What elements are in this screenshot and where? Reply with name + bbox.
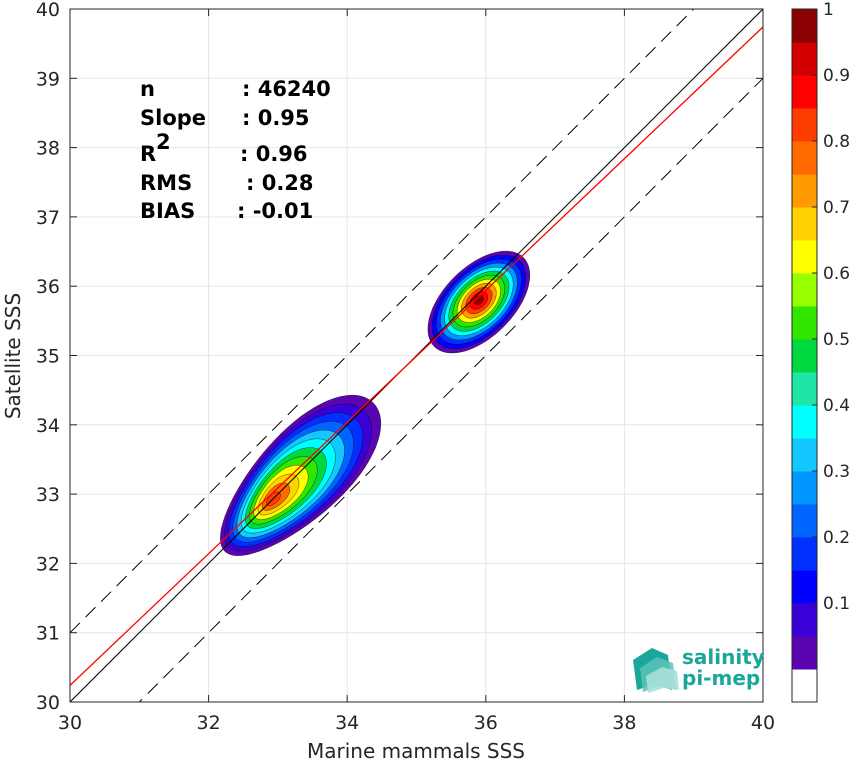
logo-line2: pi-mep [682,666,760,690]
reference-lines [70,9,763,702]
colorbar-segment [792,339,817,373]
colorbar-segment [792,504,817,538]
colorbar-tick-labels: 0.1 0.2 0.3 0.4 0.5 0.6 0.7 0.8 0.9 1 [823,0,850,614]
colorbar-tick-label: 0.8 [823,132,850,152]
y-tick-label: 35 [36,346,60,368]
stat-value: : -0.01 [237,199,313,223]
stat-label: n [140,77,155,101]
colorbar-tick-label: 0.4 [823,396,850,416]
stat-value: : 0.95 [242,106,310,130]
y-tick-label: 36 [36,276,60,298]
colorbar-segment [792,9,817,43]
stat-label: BIAS [140,199,195,223]
x-tick-label: 38 [612,712,636,734]
stat-superscript: 2 [156,130,171,154]
y-tick-label: 38 [36,138,60,160]
colorbar-segment [792,108,817,142]
colorbar-segment [792,537,817,571]
y-tick-label: 40 [36,0,60,21]
y-tick-label: 31 [36,623,60,645]
colorbar-segment [792,240,817,274]
y-axis-label: Satellite SSS [1,293,25,419]
colorbar-segment [792,669,817,703]
colorbar-segment [792,273,817,307]
colorbar-segment [792,471,817,505]
density-contours [220,250,531,556]
stat-label: RMS [140,171,192,195]
offset-dashed-line [70,9,695,634]
salinity-pimep-logo: salinity pi-mep [633,645,765,693]
y-tick-label: 37 [36,207,60,229]
colorbar-segment [792,174,817,208]
y-tick-label: 34 [36,415,60,437]
colorbar-frame [791,8,818,703]
density-contour [474,295,484,306]
x-tick-label: 36 [474,712,498,734]
x-tick-label: 32 [197,712,221,734]
colorbar-segment [792,306,817,340]
logo-line1: salinity [682,645,765,669]
x-axis-label: Marine mammals SSS [307,739,525,763]
colorbar-tick-label: 0.1 [823,594,850,614]
logo-waves-icon [633,648,679,693]
fit-line [70,26,763,686]
y-tick-label: 32 [36,553,60,575]
colorbar-segment [792,207,817,241]
colorbar [791,8,818,703]
colorbar-segment [792,141,817,175]
x-tick-label: 30 [58,712,82,734]
y-tick-label: 33 [36,484,60,506]
statistics-box: n : 46240 Slope : 0.95 R 2 : 0.96 RMS : 0.28 BIAS… [140,77,331,223]
y-tick-label: 39 [36,68,60,90]
colorbar-segment [792,438,817,472]
axis-ticks [69,8,764,703]
x-tick-labels: 30 32 34 36 38 40 [58,712,775,734]
colorbar-tick-label: 0.5 [823,330,850,350]
colorbar-tick-label: 0.3 [823,462,850,482]
stat-value: : 46240 [242,77,331,101]
colorbar-tick-label: 0.2 [823,528,850,548]
colorbar-segment [792,570,817,604]
colorbar-segment [792,372,817,406]
colorbar-tick-label: 1 [823,0,834,20]
x-tick-label: 40 [751,712,775,734]
stat-value: : 0.96 [240,142,308,166]
x-tick-label: 34 [335,712,359,734]
colorbar-tick-label: 0.6 [823,264,850,284]
colorbar-tick-label: 0.9 [823,66,850,86]
y-tick-label: 30 [36,692,60,714]
offset-dashed-line [138,77,763,702]
colorbar-tick-label: 0.7 [823,198,850,218]
colorbar-segment [792,42,817,76]
stat-value: : 0.28 [246,171,314,195]
colorbar-segment [792,75,817,109]
colorbar-segment [792,405,817,439]
colorbar-segment [792,603,817,637]
stat-label: Slope [140,106,206,130]
y-tick-labels: 30 31 32 33 34 35 36 37 38 39 40 [36,0,60,714]
colorbar-segment [792,636,817,670]
stat-label: R [140,142,156,166]
